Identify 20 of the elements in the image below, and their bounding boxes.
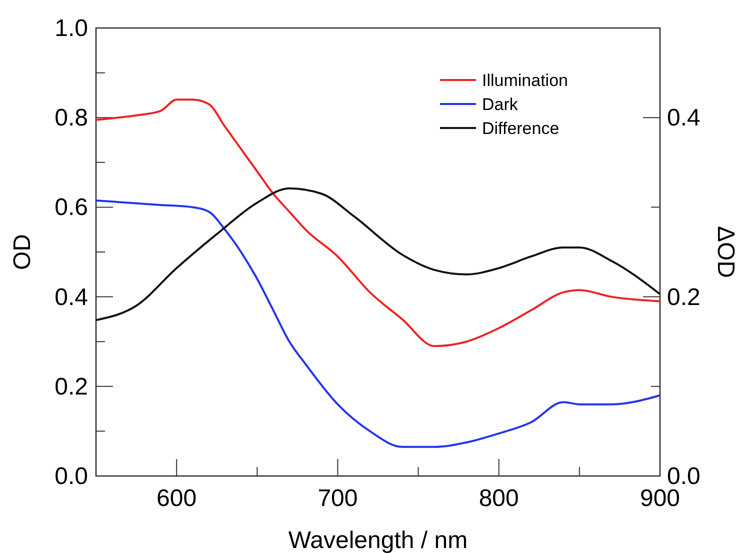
x-axis-title: Wavelength / nm (288, 527, 468, 553)
y-tick-label: 0.8 (54, 104, 88, 132)
legend-label: Dark (482, 95, 518, 114)
line-series (95, 98, 661, 348)
y-tick-label: 0.6 (54, 194, 88, 222)
y-tick-label: 0.0 (54, 463, 88, 490)
y-tick-label: 1.0 (54, 15, 88, 42)
y-axis-title: OD (9, 234, 36, 270)
y-tick-label: 0.2 (54, 373, 88, 400)
y2-tick-label: 0.2 (667, 284, 700, 311)
legend-label: Illumination (482, 71, 568, 90)
x-tick-label: 600 (156, 485, 197, 512)
x-tick-label: 700 (318, 485, 358, 512)
y2-axis-title: ΔOD (712, 226, 739, 278)
line-series (95, 199, 661, 448)
x-tick-label: 800 (478, 485, 519, 512)
legend-label: Difference (482, 119, 560, 138)
y2-tick-label: 0.4 (667, 104, 700, 132)
y-tick-label: 0.4 (54, 284, 88, 311)
line-series (95, 187, 661, 322)
